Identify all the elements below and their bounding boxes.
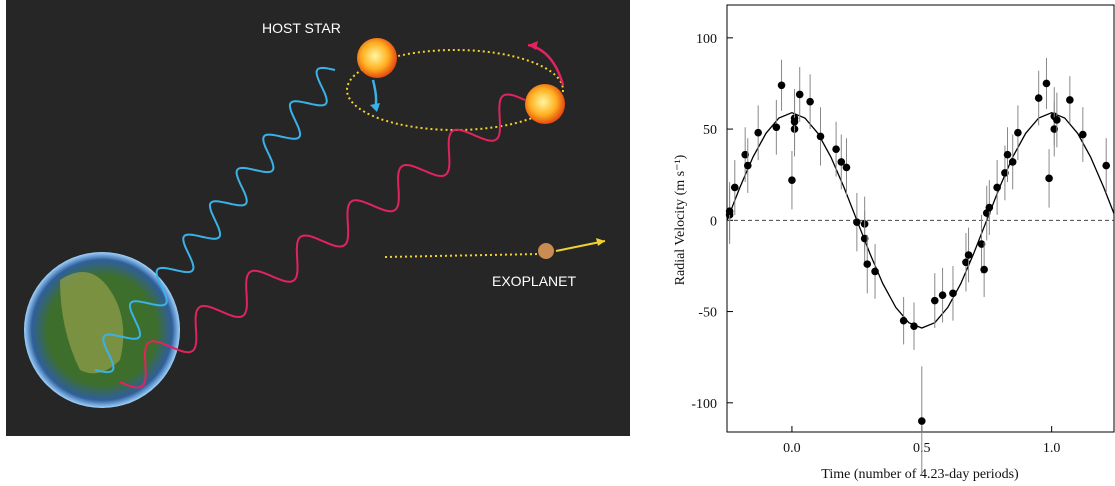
data-point: [863, 260, 871, 268]
data-point: [1066, 96, 1074, 104]
data-point: [806, 98, 814, 106]
data-point: [1053, 116, 1061, 124]
chart: Time (number of 4.23-day periods) Radial…: [673, 5, 1114, 482]
data-point: [949, 290, 957, 298]
data-point: [773, 123, 781, 131]
data-point: [1043, 80, 1051, 88]
data-point: [754, 129, 762, 137]
host-star-shifted: [525, 84, 565, 124]
data-point: [986, 204, 994, 212]
y-tick-label: 100: [696, 32, 717, 47]
data-point: [871, 268, 879, 276]
data-point: [1014, 129, 1022, 137]
data-point: [931, 297, 939, 305]
data-point: [843, 164, 851, 172]
x-tick-label: 0.0: [783, 441, 801, 456]
data-point: [900, 317, 908, 325]
data-point: [918, 417, 926, 425]
data-point: [796, 91, 804, 99]
data-point: [1102, 162, 1110, 170]
y-tick-label: 50: [703, 123, 717, 138]
x-tick-label: 1.0: [1043, 441, 1061, 456]
data-point: [965, 251, 973, 259]
data-point: [791, 118, 799, 126]
data-point: [788, 176, 796, 184]
illustration: HOST STAR EXOPLANET: [6, 0, 630, 436]
data-point: [1009, 158, 1017, 166]
data-point: [910, 322, 918, 330]
data-point: [726, 207, 734, 215]
y-tick-label: 0: [710, 214, 717, 229]
x-axis-label: Time (number of 4.23-day periods): [821, 467, 1019, 482]
data-point: [939, 291, 947, 299]
page: HOST STAR EXOPLANET Time (number of 4.23…: [0, 0, 1115, 486]
exoplanet-label: EXOPLANET: [492, 273, 576, 289]
host-star-label: HOST STAR: [262, 20, 341, 36]
data-point: [853, 218, 861, 226]
data-point: [1045, 175, 1053, 183]
exoplanet: [538, 243, 554, 259]
data-point: [993, 184, 1001, 192]
y-tick-label: -100: [691, 397, 717, 412]
data-point: [1079, 131, 1087, 139]
data-point: [1035, 94, 1043, 102]
y-axis-label: Radial Velocity (m s⁻¹): [673, 154, 688, 285]
host-star: [357, 38, 397, 78]
data-point: [1004, 151, 1012, 159]
data-point: [778, 81, 786, 89]
data-point: [832, 145, 840, 153]
plot-frame: [727, 5, 1114, 432]
data-point: [744, 162, 752, 170]
data-point: [731, 184, 739, 192]
data-point: [817, 133, 825, 141]
y-tick-label: -50: [698, 306, 717, 321]
data-point: [980, 266, 988, 274]
